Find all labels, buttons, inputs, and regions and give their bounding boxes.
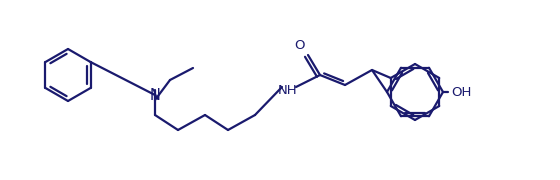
Text: N: N bbox=[150, 87, 160, 102]
Text: NH: NH bbox=[278, 84, 298, 96]
Text: OH: OH bbox=[451, 86, 471, 98]
Text: O: O bbox=[295, 39, 305, 51]
